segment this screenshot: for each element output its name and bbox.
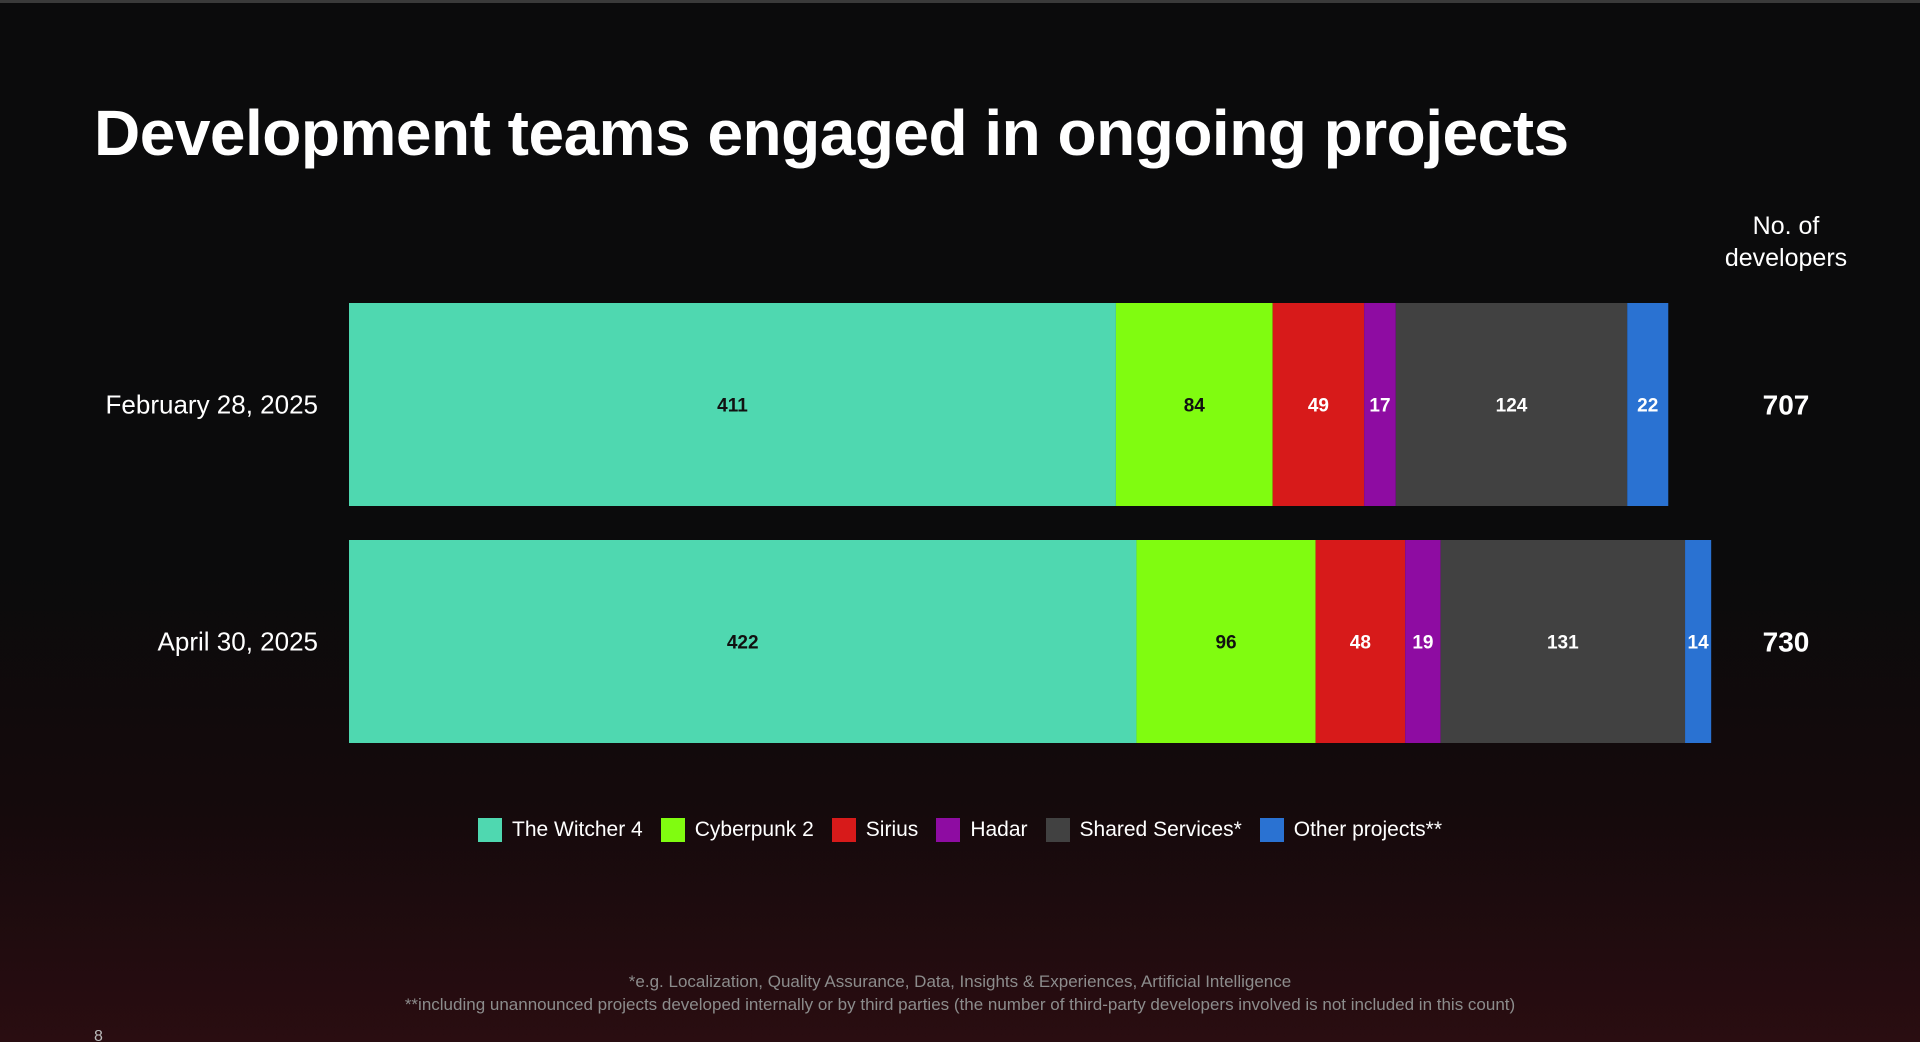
data-label-shared-services-0: 124 [1496,396,1528,417]
bar-segment-other-projects-1 [1685,540,1712,743]
data-label-the-witcher-4-0: 411 [717,396,748,417]
totals-header-line2: developers [1724,244,1848,272]
page-title: Development teams engaged in ongoing pro… [94,97,1569,169]
bar-segment-sirius-1 [1315,540,1406,743]
legend-swatch-hadar [936,818,961,842]
category-label-0: February 28, 2025 [106,390,318,420]
data-label-the-witcher-4-1: 422 [727,633,759,654]
bar-segment-the-witcher-4-0 [349,303,1116,506]
legend-swatch-cyberpunk-2 [660,818,685,842]
total-value-1: 730 [1763,627,1810,658]
data-label-cyberpunk-2-1: 96 [1215,633,1236,654]
legend-label-cyberpunk-2: Cyberpunk 2 [694,818,814,841]
legend-swatch-other-projects [1259,818,1284,842]
legend-item-cyberpunk-2: Cyberpunk 2 [660,818,814,842]
bar-segment-other-projects-0 [1627,303,1669,506]
legend-item-hadar: Hadar [936,818,1028,842]
bar-segment-cyberpunk-2-1 [1136,540,1316,743]
total-value-0: 707 [1763,390,1810,421]
legend-label-other-projects: Other projects** [1293,818,1442,841]
category-label-1: April 30, 2025 [158,627,318,657]
data-label-shared-services-1: 131 [1547,633,1579,654]
legend-swatch-sirius [831,818,856,842]
legend-item-sirius: Sirius [831,818,919,842]
footnote-1: *e.g. Localization, Quality Assurance, D… [628,972,1292,991]
legend-swatch-shared-services [1045,818,1070,842]
data-label-hadar-1: 19 [1412,633,1433,654]
data-label-hadar-0: 17 [1369,396,1390,417]
legend-label-shared-services: Shared Services* [1079,818,1242,841]
data-label-other-projects-0: 22 [1637,396,1658,417]
legend-item-the-witcher-4: The Witcher 4 [478,818,643,842]
footnotes: *e.g. Localization, Quality Assurance, D… [0,970,1920,1016]
legend-label-the-witcher-4: The Witcher 4 [512,818,643,841]
bar-segment-shared-services-1 [1440,540,1686,743]
bar-segment-sirius-0 [1272,303,1365,506]
bar-segment-cyberpunk-2-0 [1115,303,1273,506]
bar-segment-hadar-0 [1364,303,1396,506]
data-label-sirius-0: 49 [1308,396,1329,417]
legend-item-other-projects: Other projects** [1259,818,1442,842]
legend-item-shared-services: Shared Services* [1045,818,1242,842]
data-label-sirius-1: 48 [1350,633,1371,654]
top-rule [0,0,1920,3]
footnote-2: **including unannounced projects develop… [404,995,1516,1014]
legend-label-sirius: Sirius [865,818,919,841]
legend-swatch-the-witcher-4 [478,818,502,842]
chart-legend: The Witcher 4 Cyberpunk 2 Sirius Hadar Share… [0,818,1920,842]
data-label-cyberpunk-2-0: 84 [1184,396,1206,417]
legend-label-hadar: Hadar [970,818,1028,841]
totals-column-header: No. of developers [1700,210,1872,274]
data-label-other-projects-1: 14 [1688,633,1710,654]
bar-segment-shared-services-0 [1395,303,1628,506]
page-number: 8 [94,1028,103,1042]
bar-segment-hadar-1 [1405,540,1441,743]
bar-segment-the-witcher-4-1 [349,540,1137,743]
totals-header-line1: No. of [1752,212,1820,240]
